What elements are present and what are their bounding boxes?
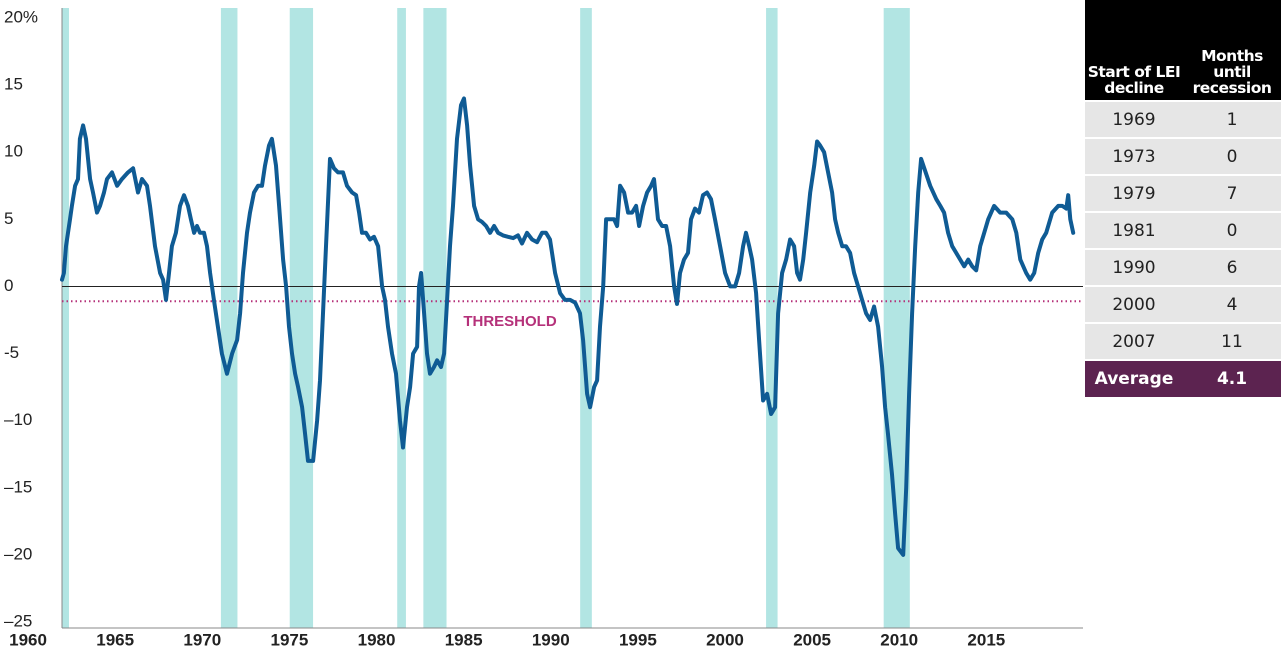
table: Start of LEI decline Months until recess… xyxy=(1085,0,1281,397)
table-cell: 7 xyxy=(1226,183,1238,204)
x-tick-label: 2010 xyxy=(880,630,918,649)
table-row: 1973 0 xyxy=(1085,139,1281,174)
table-row: 1979 7 xyxy=(1085,176,1281,211)
data-line xyxy=(60,96,1076,557)
table-cell: 1969 xyxy=(1112,109,1156,130)
recession-band xyxy=(220,8,238,628)
table-footer: Average 4.1 xyxy=(1085,361,1281,397)
x-tick-label: 1975 xyxy=(270,630,308,649)
table-cell: 1 xyxy=(1226,109,1238,130)
threshold-label: THRESHOLD xyxy=(463,313,557,330)
table-cell: 1973 xyxy=(1112,146,1156,167)
table-cell: 1979 xyxy=(1112,183,1156,204)
recession-band xyxy=(62,8,69,628)
footer-cell: 4.1 xyxy=(1216,369,1248,389)
table-cell: 2000 xyxy=(1112,294,1156,315)
recession-bands xyxy=(62,8,910,628)
table-cell: 6 xyxy=(1226,257,1238,278)
y-tick-label: 5 xyxy=(4,209,13,228)
x-tick-label: 1980 xyxy=(358,630,396,649)
table-cell: 0 xyxy=(1226,146,1238,167)
column-header: Months until recession xyxy=(1192,47,1272,97)
recession-band xyxy=(423,8,447,628)
recession-band xyxy=(580,8,592,628)
table-row: 1990 6 xyxy=(1085,250,1281,285)
table-cell: 1981 xyxy=(1112,220,1156,241)
x-tick-label: 1965 xyxy=(96,630,134,649)
footer-cell: Average xyxy=(1094,369,1174,389)
x-tick-label: 1995 xyxy=(619,630,657,649)
y-tick-label: -5 xyxy=(4,343,19,362)
recession-band xyxy=(289,8,314,628)
table-cell: 11 xyxy=(1221,331,1243,352)
x-tick-label: 1960 xyxy=(9,630,47,649)
table-cell: 4 xyxy=(1226,294,1238,315)
y-tick-label: –20 xyxy=(4,544,32,563)
column-header: Start of LEI decline xyxy=(1087,63,1181,97)
table-body: 1969 1 1973 0 1979 7 1981 0 1990 6 2000 4 2007 11 xyxy=(1085,102,1281,359)
x-tick-label: 1985 xyxy=(445,630,483,649)
table-cell: 2007 xyxy=(1112,331,1156,352)
x-tick-label: 2000 xyxy=(706,630,744,649)
x-tick-label: 1970 xyxy=(183,630,221,649)
table-row: 1969 1 xyxy=(1085,102,1281,137)
x-tick-label: 1990 xyxy=(532,630,570,649)
y-tick-label: –10 xyxy=(4,410,32,429)
table-header: Start of LEI decline Months until recess… xyxy=(1085,0,1281,100)
table-cell: 1990 xyxy=(1112,257,1156,278)
table-cell: 0 xyxy=(1226,220,1238,241)
table-row: 2000 4 xyxy=(1085,287,1281,322)
table-row: 2007 11 xyxy=(1085,324,1281,359)
y-tick-label: –15 xyxy=(4,477,32,496)
x-tick-label: 2005 xyxy=(793,630,831,649)
x-tick-label: 2015 xyxy=(967,630,1005,649)
y-tick-label: 20% xyxy=(4,7,38,26)
recession-band xyxy=(397,8,406,628)
y-tick-label: 0 xyxy=(4,276,13,295)
y-tick-label: –25 xyxy=(4,611,32,630)
y-tick-label: 10 xyxy=(4,142,23,161)
y-tick-label: 15 xyxy=(4,75,23,94)
recession-band xyxy=(766,8,778,628)
table-row: 1981 0 xyxy=(1085,213,1281,248)
